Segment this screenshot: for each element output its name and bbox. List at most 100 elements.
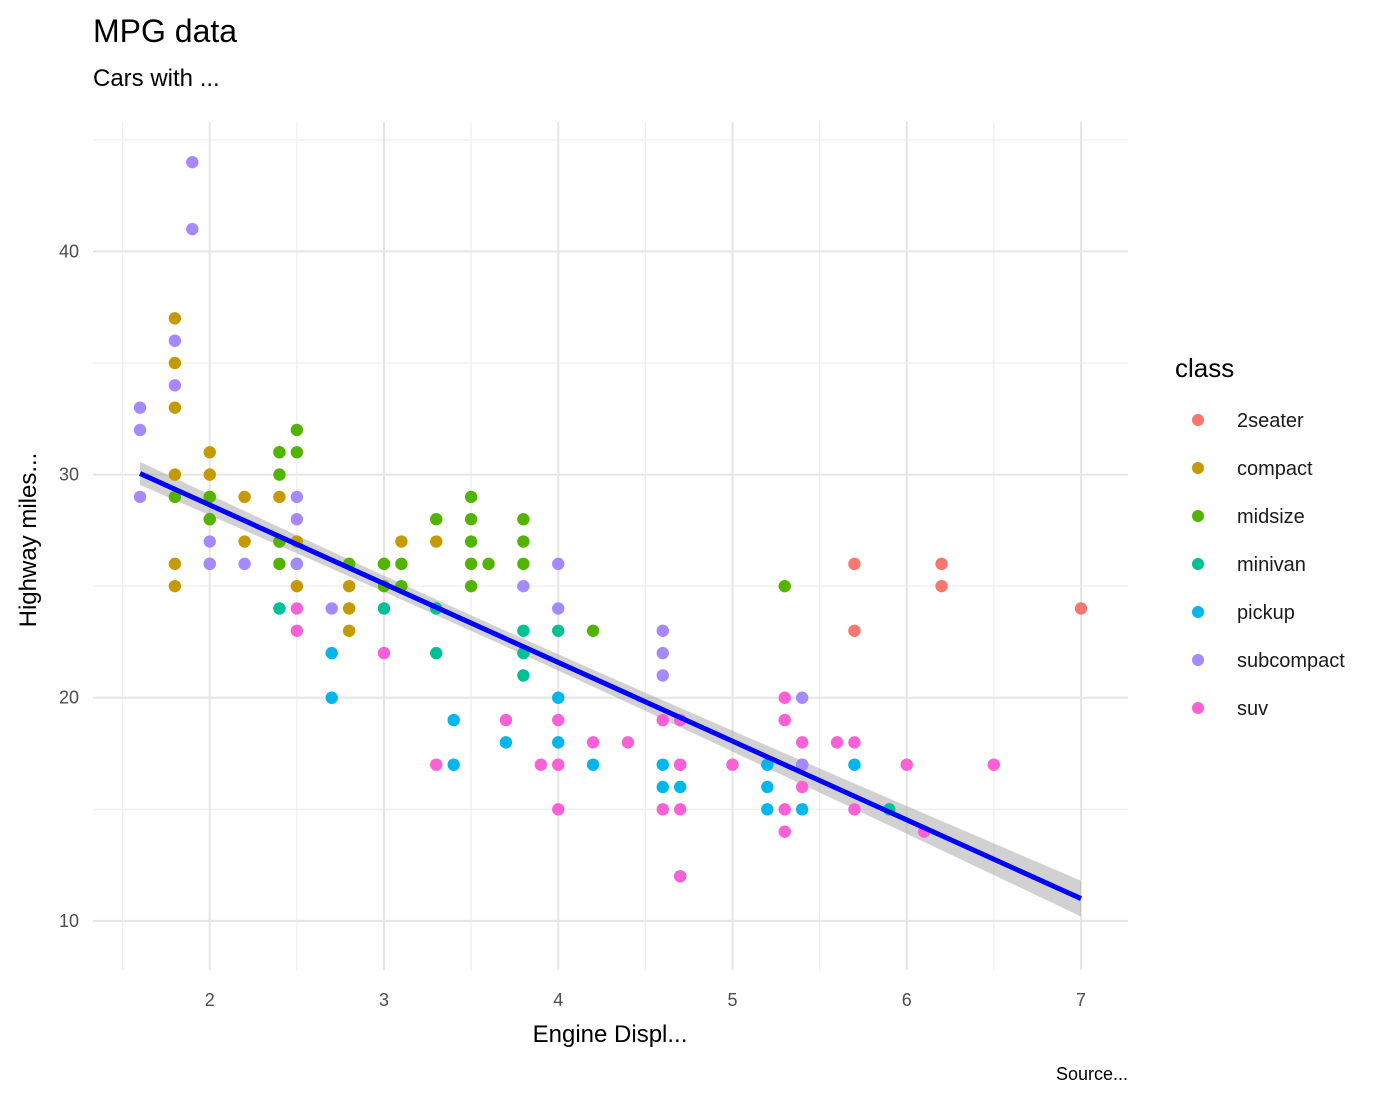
point-subcompact bbox=[795, 691, 809, 704]
point-midsize bbox=[377, 557, 391, 571]
point-suv bbox=[552, 713, 565, 727]
grid-minor bbox=[93, 122, 1128, 970]
point-compact bbox=[203, 468, 216, 481]
point-suv bbox=[726, 758, 739, 771]
x-tick-label: 3 bbox=[379, 990, 389, 1010]
x-tick-label: 4 bbox=[553, 990, 563, 1010]
point-compact bbox=[168, 312, 182, 325]
legend-key-midsize bbox=[1192, 510, 1204, 522]
legend-key-2seater bbox=[1192, 414, 1204, 426]
point-subcompact bbox=[517, 579, 530, 593]
point-compact bbox=[238, 535, 251, 548]
point-subcompact bbox=[168, 334, 182, 347]
confidence-band-area bbox=[140, 461, 1081, 917]
point-suv bbox=[848, 803, 861, 816]
point-midsize bbox=[517, 557, 530, 571]
point-minivan bbox=[517, 669, 530, 682]
point-subcompact bbox=[290, 490, 304, 504]
point-subcompact bbox=[325, 602, 338, 615]
point-compact bbox=[168, 401, 182, 414]
legend-label-2seater: 2seater bbox=[1237, 410, 1304, 432]
x-tick-label: 2 bbox=[205, 990, 215, 1010]
point-minivan bbox=[552, 624, 565, 637]
point-suv bbox=[552, 803, 565, 816]
point-pickup bbox=[656, 758, 669, 771]
point-compact bbox=[168, 356, 182, 370]
point-subcompact bbox=[133, 490, 147, 504]
point-suv bbox=[621, 736, 635, 749]
point-suv bbox=[430, 758, 443, 771]
point-compact bbox=[168, 468, 182, 481]
point-compact bbox=[342, 579, 356, 593]
y-tick-label: 20 bbox=[59, 688, 79, 708]
point-suv bbox=[848, 736, 861, 749]
point-compact bbox=[290, 579, 304, 593]
legend-label-midsize: midsize bbox=[1237, 506, 1305, 528]
point-midsize bbox=[586, 624, 600, 637]
point-midsize bbox=[517, 513, 530, 526]
point-midsize bbox=[290, 446, 304, 459]
regression-line bbox=[139, 471, 1082, 901]
point-pickup bbox=[761, 780, 774, 794]
legend-label-suv: suv bbox=[1237, 698, 1268, 720]
point-pickup bbox=[499, 736, 513, 749]
point-pickup bbox=[552, 691, 565, 704]
point-suv bbox=[673, 758, 687, 771]
point-subcompact bbox=[290, 513, 304, 526]
x-tick-labels: 2 3 4 5 6 7 bbox=[205, 990, 1086, 1010]
legend-title: class bbox=[1175, 353, 1234, 383]
point-suv bbox=[656, 713, 669, 727]
point-pickup bbox=[586, 758, 600, 771]
grid-major bbox=[93, 122, 1128, 970]
point-midsize bbox=[273, 468, 286, 481]
point-midsize bbox=[273, 446, 286, 459]
chart-caption: Source... bbox=[1056, 1064, 1128, 1084]
point-suv bbox=[534, 758, 548, 771]
point-minivan bbox=[430, 646, 443, 660]
legend-key-minivan bbox=[1192, 558, 1204, 570]
point-subcompact bbox=[552, 602, 565, 615]
point-minivan bbox=[517, 624, 530, 637]
point-midsize bbox=[517, 535, 530, 548]
point-suv bbox=[656, 803, 669, 816]
point-pickup bbox=[656, 780, 669, 794]
x-tick-label: 5 bbox=[727, 990, 737, 1010]
point-2seater bbox=[935, 579, 948, 593]
point-subcompact bbox=[186, 155, 199, 169]
point-midsize bbox=[464, 490, 478, 504]
point-suv bbox=[778, 691, 791, 704]
point-subcompact bbox=[186, 222, 199, 236]
point-midsize bbox=[778, 579, 791, 593]
point-suv bbox=[778, 713, 791, 727]
point-suv bbox=[987, 758, 1001, 771]
point-pickup bbox=[848, 758, 861, 771]
point-midsize bbox=[464, 557, 478, 571]
y-tick-labels: 10 20 30 40 bbox=[59, 241, 79, 930]
point-compact bbox=[342, 602, 356, 615]
point-subcompact bbox=[168, 379, 182, 392]
point-suv bbox=[830, 736, 844, 749]
point-compact bbox=[168, 579, 182, 593]
point-compact bbox=[342, 624, 356, 637]
point-pickup bbox=[325, 646, 338, 660]
point-subcompact bbox=[133, 423, 147, 437]
point-subcompact bbox=[552, 557, 565, 571]
point-midsize bbox=[430, 513, 443, 526]
legend-key-suv bbox=[1192, 702, 1204, 714]
point-2seater bbox=[935, 557, 948, 571]
y-tick-label: 10 bbox=[59, 911, 79, 931]
point-compact bbox=[238, 490, 251, 504]
point-suv bbox=[377, 646, 391, 660]
chart-subtitle: Cars with ... bbox=[93, 65, 220, 92]
point-subcompact bbox=[290, 557, 304, 571]
point-subcompact bbox=[656, 646, 669, 660]
legend-label-subcompact: subcompact bbox=[1237, 650, 1345, 672]
legend-label-minivan: minivan bbox=[1237, 554, 1306, 576]
point-compact bbox=[395, 535, 408, 548]
point-minivan bbox=[377, 602, 391, 615]
point-midsize bbox=[203, 513, 216, 526]
point-subcompact bbox=[133, 401, 147, 414]
legend: class 2seater compact midsize minivan pickup… bbox=[1175, 353, 1345, 720]
point-pickup bbox=[325, 691, 338, 704]
